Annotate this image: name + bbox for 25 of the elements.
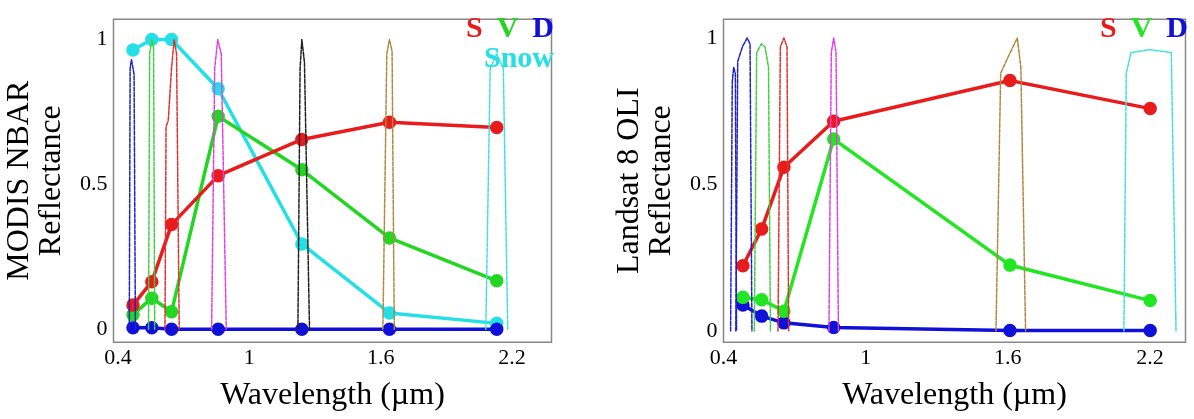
x-axis-title: Wavelength (µm): [220, 375, 445, 412]
y-tick-label: 0: [706, 316, 718, 342]
x-tick-label: 2.2: [1136, 344, 1164, 370]
text: V: [496, 10, 519, 43]
x-tick-label: 0.4: [709, 344, 738, 370]
x-axis-title: Wavelength (µm): [842, 375, 1067, 412]
y-tick-label: 1: [706, 23, 718, 49]
x-tick-label: 0.4: [104, 344, 132, 370]
y-tick-label: 1: [96, 25, 108, 51]
x-tick-label: 2.2: [498, 344, 526, 370]
text: V: [1130, 10, 1153, 43]
y-tick-label: 0.5: [80, 170, 108, 196]
text: S: [465, 10, 483, 43]
series-label: S: [1099, 10, 1117, 43]
text: D: [1166, 10, 1188, 43]
text: D: [532, 10, 554, 43]
x-tick-label: 1.6: [366, 344, 395, 370]
x-tick-label: 1: [243, 344, 255, 370]
text: Snow: [483, 40, 554, 73]
y-axis-title: MODIS NBAR Reflectance: [0, 80, 68, 281]
y-axis-title: Landsat 8 OLI Reflectance: [609, 87, 678, 274]
y-tick-label: 0.5: [690, 170, 718, 196]
x-tick-label: 1.6: [994, 344, 1022, 370]
x-tick-label: 1: [860, 344, 872, 370]
y-tick-label: 0: [96, 314, 108, 340]
